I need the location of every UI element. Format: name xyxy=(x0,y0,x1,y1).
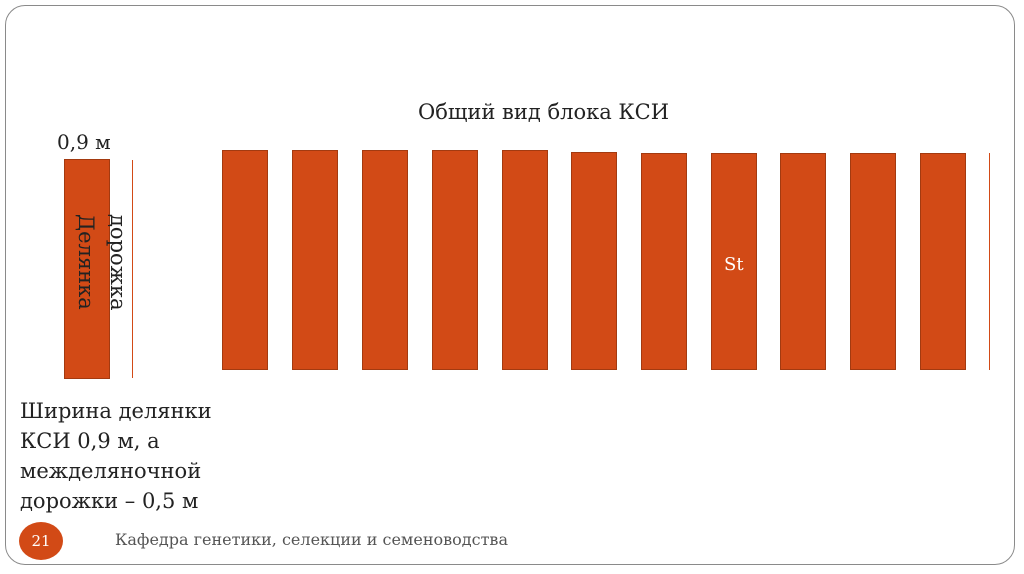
page-number: 21 xyxy=(31,532,51,550)
standard-label: St xyxy=(724,254,744,275)
block-plot xyxy=(920,153,966,370)
block-plot xyxy=(362,150,408,370)
single-plot xyxy=(64,159,110,379)
block-plot xyxy=(502,150,548,370)
description-line: Ширина делянки xyxy=(20,399,212,423)
footer-text: Кафедра генетики, селекции и семеноводст… xyxy=(115,530,508,549)
description-line: КСИ 0,9 м, а xyxy=(20,429,160,453)
plot-label: Делянка xyxy=(74,214,98,310)
block-plot xyxy=(711,153,757,370)
page-number-badge: 21 xyxy=(19,522,63,560)
slide-frame xyxy=(5,5,1015,565)
block-plot xyxy=(641,153,687,370)
block-plot xyxy=(222,150,268,370)
block-plot xyxy=(432,150,478,370)
description-line: межделяночной xyxy=(20,459,202,483)
plot-width-label: 0,9 м xyxy=(57,130,111,154)
slide-title: Общий вид блока КСИ xyxy=(418,100,670,124)
block-plot xyxy=(850,153,896,370)
block-plot xyxy=(292,150,338,370)
path-label: дорожка xyxy=(106,214,130,311)
block-end-line xyxy=(989,153,990,370)
block-plot xyxy=(780,153,826,370)
path-line xyxy=(132,160,133,378)
description-line: дорожки – 0,5 м xyxy=(20,489,199,513)
description: Ширина делянки КСИ 0,9 м, а межделяночно… xyxy=(20,396,212,516)
block-plot xyxy=(571,152,617,370)
